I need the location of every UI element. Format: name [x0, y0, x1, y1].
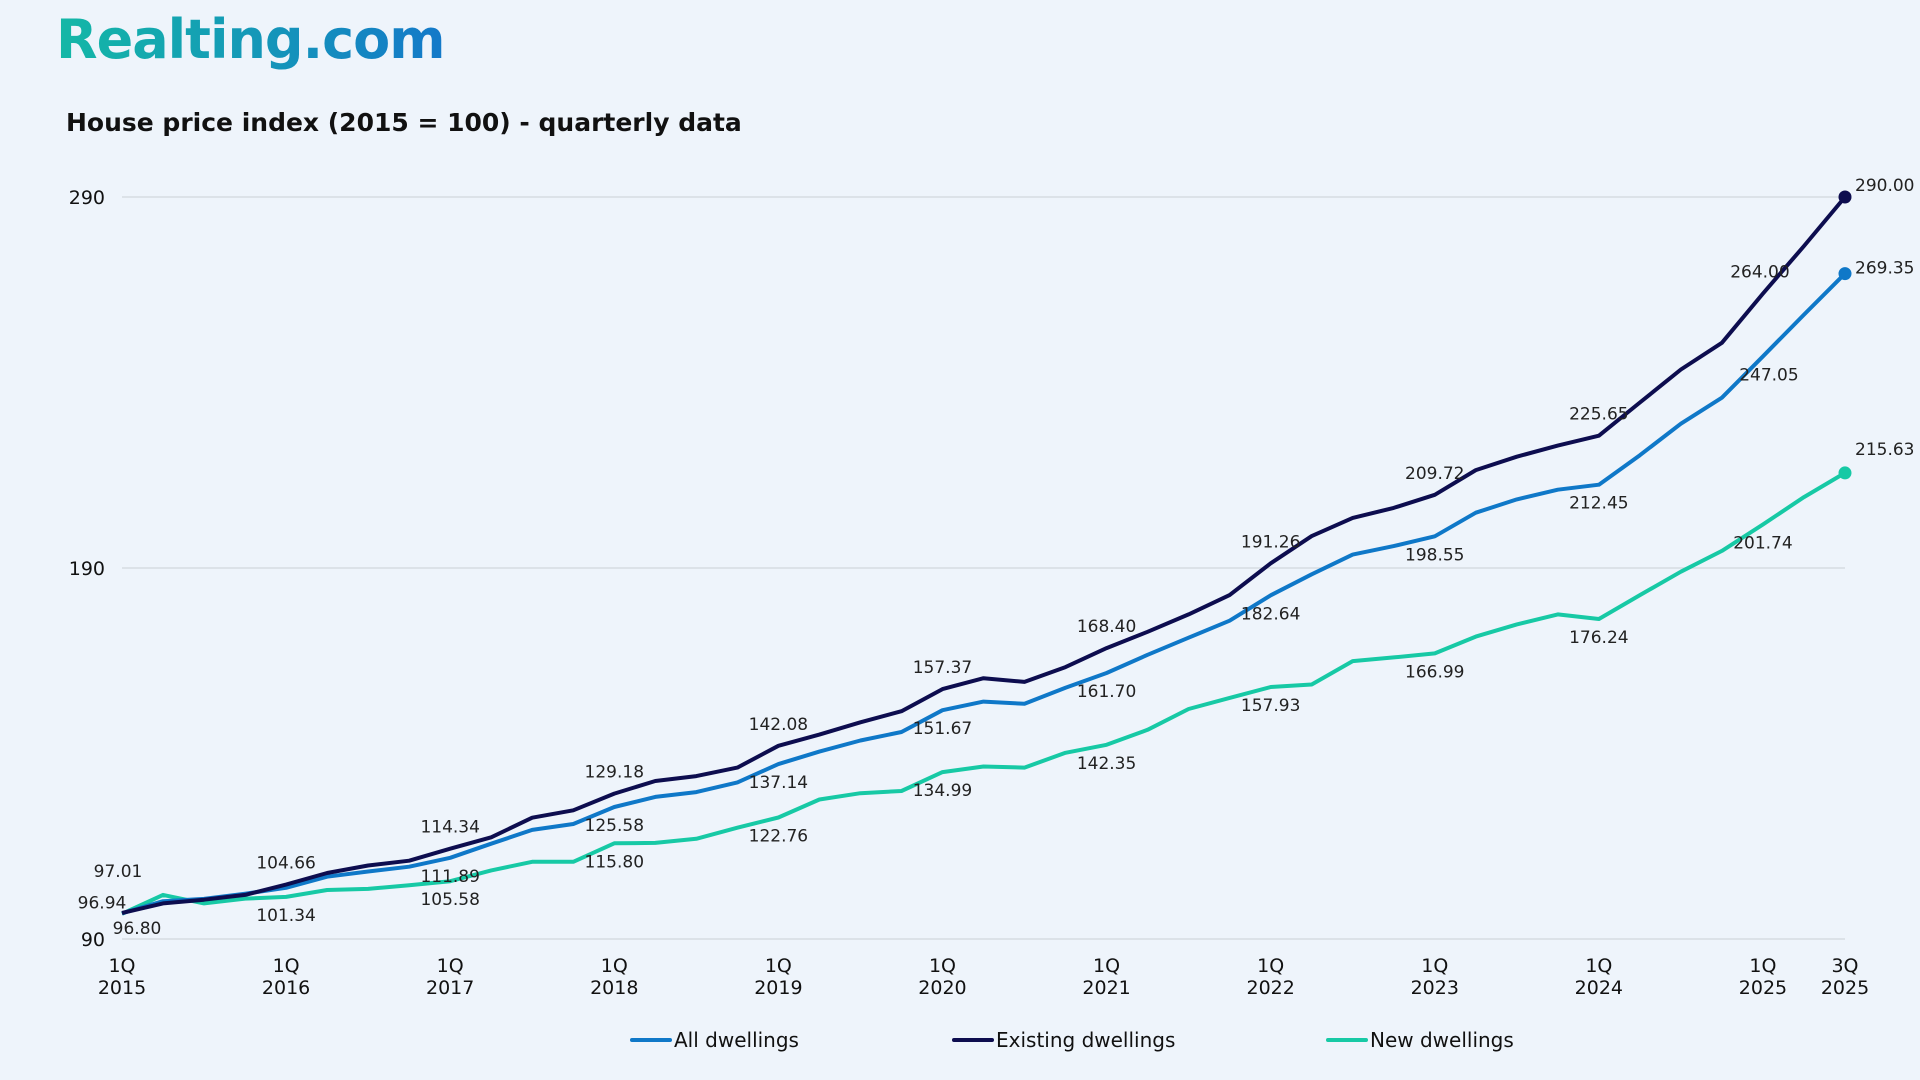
x-tick-label: 1Q [1257, 955, 1284, 977]
data-label: 137.14 [749, 773, 808, 793]
data-label: 129.18 [585, 763, 644, 783]
data-label: 168.40 [1077, 617, 1136, 637]
data-label: 151.67 [913, 719, 972, 739]
legend-swatch [1326, 1038, 1368, 1042]
data-label: 182.64 [1241, 604, 1300, 624]
x-tick-label: 2025 [1739, 977, 1787, 999]
data-label: 166.99 [1405, 662, 1464, 682]
x-tick-label: 2018 [590, 977, 638, 999]
data-label: 96.94 [78, 893, 127, 913]
data-label: 209.72 [1405, 464, 1464, 484]
legend-item-all: All dwellings [630, 1028, 799, 1052]
data-label: 201.74 [1733, 533, 1792, 553]
data-label: 247.05 [1739, 365, 1798, 385]
data-label: 104.66 [256, 854, 315, 874]
x-tick-label: 2015 [98, 977, 146, 999]
end-point-marker [1838, 190, 1852, 204]
data-label: 290.00 [1855, 176, 1914, 196]
line-chart: 901902901Q20151Q20161Q20171Q20181Q20191Q… [69, 176, 1915, 999]
data-label: 115.80 [585, 852, 644, 872]
legend-item-existing: Existing dwellings [952, 1028, 1175, 1052]
legend-item-new: New dwellings [1326, 1028, 1514, 1052]
data-label: 212.45 [1569, 494, 1628, 514]
y-tick-label: 290 [69, 187, 105, 209]
data-label: 225.65 [1569, 405, 1628, 425]
legend-swatch [630, 1038, 672, 1042]
legend-label: All dwellings [674, 1028, 799, 1052]
data-label: 114.34 [420, 818, 479, 838]
x-tick-label: 2019 [754, 977, 802, 999]
data-label: 101.34 [256, 906, 315, 926]
end-point-marker [1838, 466, 1852, 480]
x-tick-label: 3Q [1831, 955, 1858, 977]
legend-swatch [952, 1038, 994, 1042]
data-label: 125.58 [585, 816, 644, 836]
data-label: 198.55 [1405, 545, 1464, 565]
x-tick-label: 1Q [1749, 955, 1776, 977]
series-line-new-dwellings [121, 471, 1847, 916]
data-label: 215.63 [1855, 440, 1914, 460]
legend: All dwellings Existing dwellings New dwe… [0, 1028, 1920, 1058]
x-tick-label: 1Q [929, 955, 956, 977]
x-tick-label: 2017 [426, 977, 474, 999]
end-point-marker [1838, 267, 1852, 281]
x-tick-label: 1Q [601, 955, 628, 977]
data-label: 142.35 [1077, 754, 1136, 774]
y-tick-label: 90 [81, 929, 105, 951]
data-label: 269.35 [1855, 259, 1914, 279]
data-label: 176.24 [1569, 628, 1628, 648]
series-line-all-dwellings [121, 272, 1847, 916]
x-tick-label: 1Q [108, 955, 135, 977]
data-label: 97.01 [94, 862, 143, 882]
x-tick-label: 2020 [918, 977, 966, 999]
data-label: 105.58 [420, 890, 479, 910]
data-label: 161.70 [1077, 682, 1136, 702]
data-label: 111.89 [420, 867, 479, 887]
x-tick-label: 2024 [1575, 977, 1623, 999]
data-label: 96.80 [113, 919, 162, 939]
x-tick-label: 1Q [1093, 955, 1120, 977]
y-tick-label: 190 [69, 558, 105, 580]
legend-label: New dwellings [1370, 1028, 1514, 1052]
x-tick-label: 2016 [262, 977, 310, 999]
x-tick-label: 1Q [765, 955, 792, 977]
x-tick-label: 2023 [1411, 977, 1459, 999]
data-label: 142.08 [749, 715, 808, 735]
x-tick-label: 2022 [1246, 977, 1294, 999]
x-tick-label: 1Q [273, 955, 300, 977]
data-label: 157.37 [913, 658, 972, 678]
data-label: 264.00 [1730, 262, 1789, 282]
legend-label: Existing dwellings [996, 1028, 1176, 1052]
data-label: 157.93 [1241, 696, 1300, 716]
chart-title: House price index (2015 = 100) - quarter… [66, 108, 742, 137]
x-tick-label: 2021 [1082, 977, 1130, 999]
data-label: 191.26 [1241, 532, 1300, 552]
series-line-existing-dwellings [121, 195, 1847, 915]
x-tick-label: 1Q [1421, 955, 1448, 977]
data-label: 122.76 [749, 826, 808, 846]
x-tick-label: 2025 [1821, 977, 1869, 999]
realting-logo[interactable]: Realting.com [56, 8, 445, 71]
data-label: 134.99 [913, 781, 972, 801]
x-tick-label: 1Q [1585, 955, 1612, 977]
x-tick-label: 1Q [437, 955, 464, 977]
